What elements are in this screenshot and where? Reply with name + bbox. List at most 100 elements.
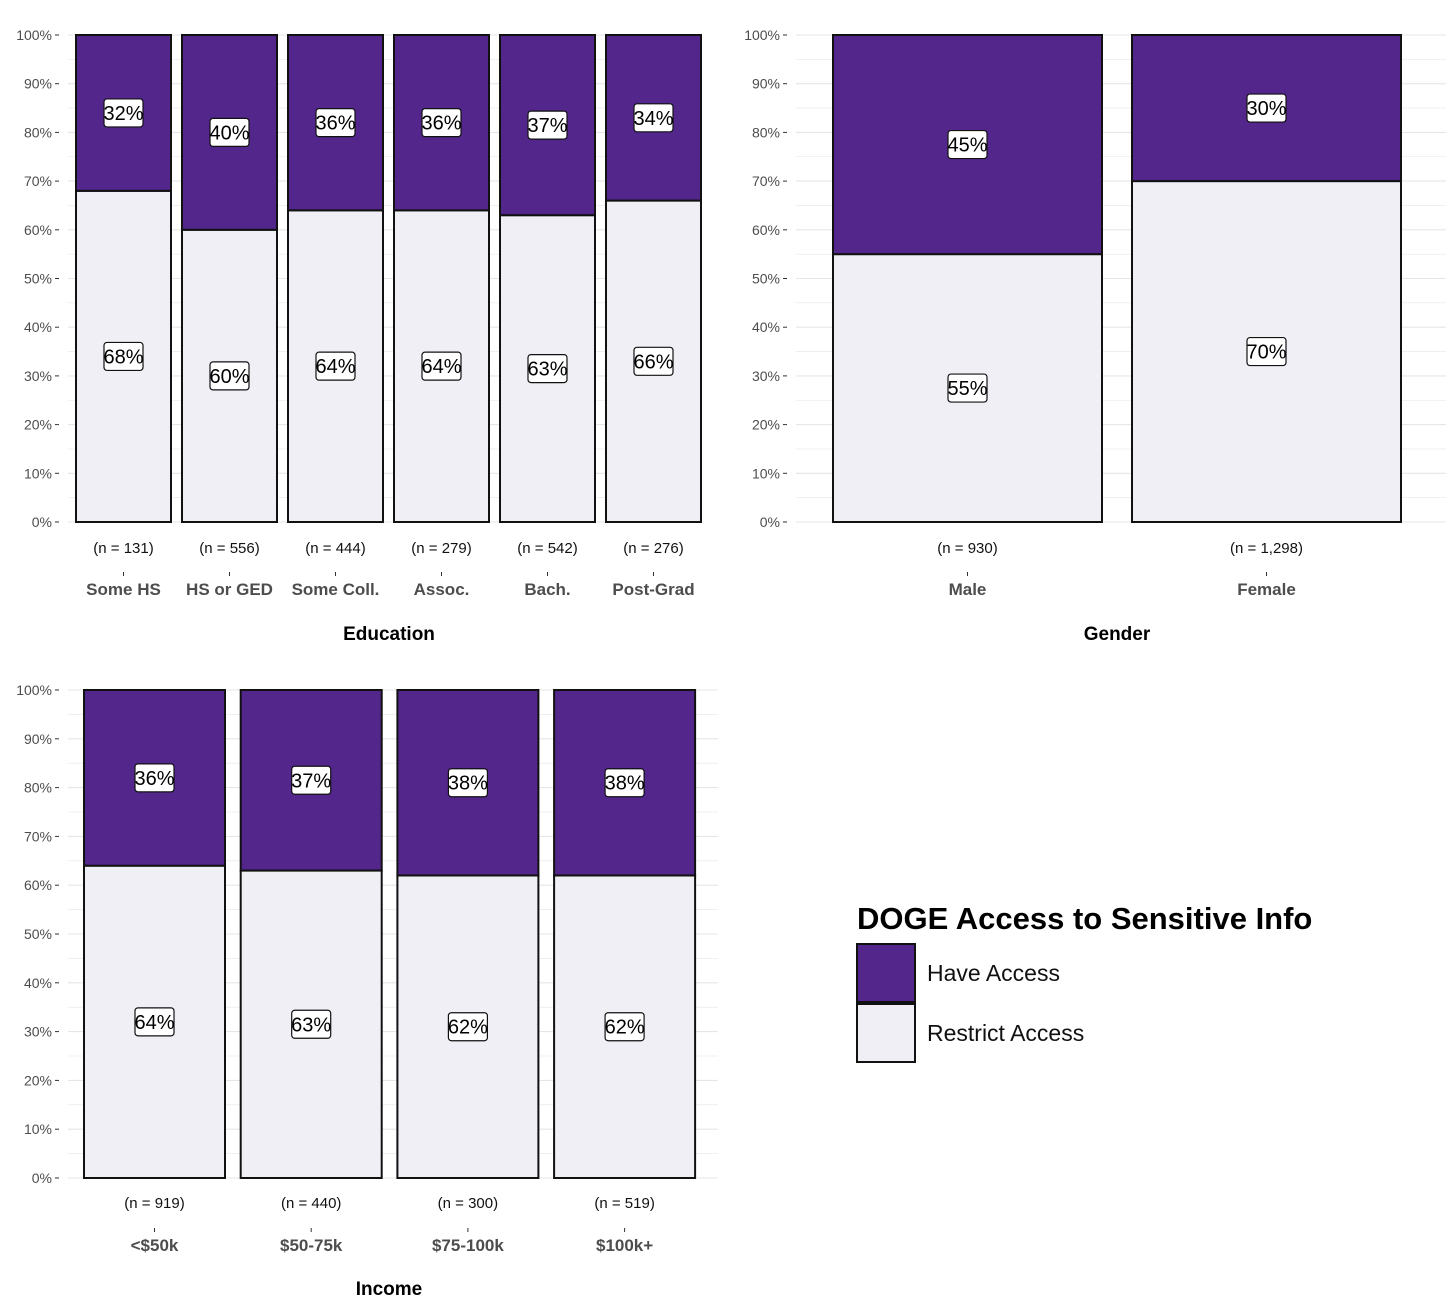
value-label-have-hs-or-ged: 40% bbox=[209, 122, 249, 144]
value-label-restrict-100k: 62% bbox=[605, 1017, 645, 1039]
value-label-have-50k: 36% bbox=[134, 768, 174, 790]
x-tick-label-some-coll: Some Coll. bbox=[292, 580, 380, 599]
value-label-restrict-assoc: 64% bbox=[421, 356, 461, 378]
value-label-restrict-female: 70% bbox=[1246, 342, 1286, 364]
x-tick-label-post-grad: Post-Grad bbox=[612, 580, 694, 599]
value-label-restrict-female-box bbox=[1246, 336, 1287, 367]
n-label-some-coll: (n = 444) bbox=[305, 540, 365, 557]
value-label-have-hs-or-ged-box bbox=[209, 117, 250, 148]
y-tick-label: 70% bbox=[24, 828, 52, 844]
value-label-have-bach-box bbox=[527, 110, 568, 140]
y-tick-label: 100% bbox=[16, 27, 52, 43]
y-tick-label: 20% bbox=[752, 417, 780, 433]
y-tick-label: 20% bbox=[24, 417, 52, 433]
y-tick-label: 80% bbox=[24, 780, 52, 796]
x-axis-title: Education bbox=[343, 624, 435, 645]
value-label-have-post-grad: 34% bbox=[633, 108, 673, 130]
value-label-have-male-box bbox=[947, 129, 988, 160]
value-label-have-50-75k: 37% bbox=[291, 770, 331, 792]
n-label-bach: (n = 542) bbox=[517, 540, 577, 557]
y-tick-label: 70% bbox=[24, 173, 52, 189]
y-tick-label: 100% bbox=[16, 682, 52, 698]
y-tick-label: 70% bbox=[752, 173, 780, 189]
value-label-have-100k: 38% bbox=[605, 773, 645, 795]
value-label-restrict-assoc-box bbox=[421, 351, 462, 381]
n-label-100k: (n = 519) bbox=[594, 1195, 654, 1212]
y-tick-label: 60% bbox=[752, 222, 780, 238]
y-tick-label: 0% bbox=[32, 1170, 52, 1186]
value-label-restrict-50k-box bbox=[134, 1007, 175, 1037]
value-label-restrict-100k-box bbox=[604, 1012, 645, 1042]
value-label-have-75-100k-box bbox=[447, 768, 488, 798]
value-label-restrict-male-box bbox=[947, 373, 988, 403]
legend-label-have-access: Have Access bbox=[927, 960, 1060, 986]
legend-label-restrict-access: Restrict Access bbox=[927, 1020, 1084, 1046]
y-tick-label: 90% bbox=[24, 731, 52, 747]
y-tick-label: 60% bbox=[24, 877, 52, 893]
value-label-restrict-post-grad-box bbox=[633, 346, 674, 376]
n-label-female: (n = 1,298) bbox=[1230, 540, 1303, 557]
n-label-male: (n = 930) bbox=[937, 540, 997, 557]
x-tick-label-75-100k: $75-100k bbox=[432, 1236, 504, 1255]
value-label-have-male: 45% bbox=[947, 135, 987, 157]
value-label-have-some-hs: 32% bbox=[103, 103, 143, 125]
x-tick-label-assoc: Assoc. bbox=[414, 580, 470, 599]
y-tick-label: 0% bbox=[760, 514, 780, 530]
value-label-have-female: 30% bbox=[1246, 98, 1286, 120]
y-tick-label: 30% bbox=[24, 1024, 52, 1040]
value-label-have-some-coll-box bbox=[315, 108, 356, 138]
y-tick-label: 90% bbox=[752, 76, 780, 92]
value-label-have-female-box bbox=[1246, 93, 1287, 123]
value-label-have-assoc-box bbox=[421, 108, 462, 138]
gender-chart: 0% 10% 20% 30% 40% 50% 60% 70% 80% 90% 100% 55% 45% (… bbox=[744, 27, 1446, 645]
value-label-restrict-75-100k: 62% bbox=[448, 1017, 488, 1039]
x-tick-label-50-75k: $50-75k bbox=[280, 1236, 343, 1255]
y-tick-label: 80% bbox=[752, 124, 780, 140]
y-tick-label: 0% bbox=[32, 514, 52, 530]
y-tick-label: 40% bbox=[24, 975, 52, 991]
x-tick-label-bach: Bach. bbox=[524, 580, 570, 599]
legend: DOGE Access to Sensitive Info Have Acces… bbox=[856, 901, 1312, 1063]
income-chart: 0% 10% 20% 30% 40% 50% 60% 70% 80% 90% 100% 64% 36% (… bbox=[16, 682, 718, 1300]
n-label-assoc: (n = 279) bbox=[411, 540, 471, 557]
bar-restrict-access-50k bbox=[83, 864, 226, 1179]
value-label-restrict-male: 55% bbox=[947, 378, 987, 400]
value-label-restrict-some-coll: 64% bbox=[315, 356, 355, 378]
value-label-have-some-hs-box bbox=[103, 98, 144, 128]
y-tick-label: 50% bbox=[24, 926, 52, 942]
y-tick-label: 10% bbox=[24, 465, 52, 481]
x-axis-title: Income bbox=[356, 1279, 423, 1300]
x-axis-title: Gender bbox=[1084, 624, 1151, 645]
x-tick-label-50k: <$50k bbox=[131, 1236, 179, 1255]
y-tick-label: 100% bbox=[744, 27, 780, 43]
x-tick-label-some-hs: Some HS bbox=[86, 580, 161, 599]
value-label-restrict-hs-or-ged-box bbox=[209, 361, 250, 391]
y-tick-label: 90% bbox=[24, 76, 52, 92]
value-label-have-some-coll: 36% bbox=[315, 113, 355, 135]
value-label-restrict-75-100k-box bbox=[447, 1012, 488, 1042]
value-label-have-assoc: 36% bbox=[421, 113, 461, 135]
value-label-have-50k-box bbox=[134, 763, 175, 793]
education-chart: 0% 10% 20% 30% 40% 50% 60% 70% 80% 90% 100% 68% 32% (… bbox=[16, 27, 702, 645]
x-tick-label-female: Female bbox=[1237, 580, 1296, 599]
value-label-restrict-some-hs: 68% bbox=[103, 346, 143, 368]
n-label-50k: (n = 919) bbox=[124, 1195, 184, 1212]
value-label-have-bach: 37% bbox=[527, 115, 567, 137]
n-label-75-100k: (n = 300) bbox=[438, 1195, 498, 1212]
value-label-have-100k-box bbox=[604, 768, 645, 798]
x-tick-label-male: Male bbox=[949, 580, 987, 599]
value-label-have-75-100k: 38% bbox=[448, 773, 488, 795]
y-tick-label: 60% bbox=[24, 222, 52, 238]
value-label-restrict-post-grad: 66% bbox=[633, 351, 673, 373]
legend-swatch-restrict-access bbox=[856, 1003, 916, 1063]
value-label-restrict-hs-or-ged: 60% bbox=[209, 366, 249, 388]
value-label-restrict-some-hs-box bbox=[103, 341, 144, 372]
y-tick-label: 40% bbox=[24, 319, 52, 335]
legend-swatch-have-access bbox=[856, 943, 916, 1003]
n-label-50-75k: (n = 440) bbox=[281, 1195, 341, 1212]
n-label-hs-or-ged: (n = 556) bbox=[199, 540, 259, 557]
y-tick-label: 10% bbox=[24, 1121, 52, 1137]
y-tick-label: 20% bbox=[24, 1072, 52, 1088]
value-label-restrict-some-coll-box bbox=[315, 351, 356, 381]
